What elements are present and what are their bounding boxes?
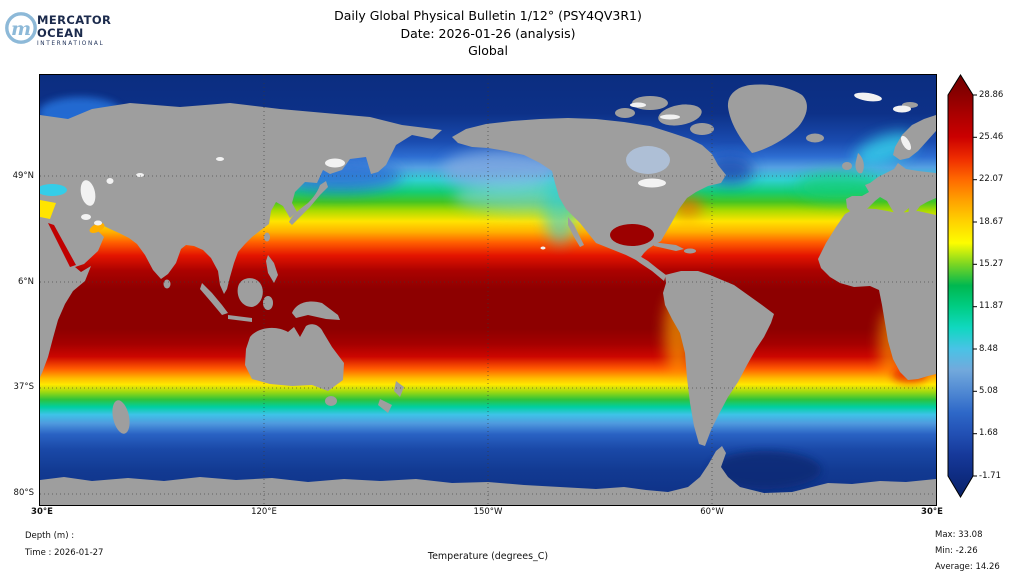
lat-tick-49N: 49°N [12,171,34,181]
colorbar-tick-label-4: 15.27 [979,258,1004,269]
borneo [237,278,263,307]
barents-ice [893,105,911,113]
colorbar-tick-label-1: 25.46 [979,131,1004,142]
greenland [727,84,807,153]
lake-ladoga [81,214,91,220]
colorbar-tick-label-0: 28.86 [979,89,1004,100]
map-frame [39,74,937,506]
stat-max: Max: 33.08 [935,530,983,540]
red-sea [48,223,76,267]
arctic-island-3 [690,123,714,135]
stat-average: Average: 14.26 [935,562,1000,572]
iceland [806,133,824,143]
colorbar-tick-label-7: 5.08 [979,385,998,396]
hispaniola [684,248,696,254]
lat-tick-80S: 80°S [13,488,34,498]
figure-date-line: Date: 2026-01-26 (analysis) [400,25,576,41]
world-sst-map [40,75,936,505]
figure-title-block: Daily Global Physical Bulletin 1/12° (PS… [40,7,936,60]
new-guinea [292,301,340,320]
logo-monogram: m [11,18,31,40]
black-sea [40,184,67,196]
hudson-bay [626,146,670,174]
greenland-sea-ice [854,92,882,102]
lon-tick-30E-left: 30°E [31,507,53,517]
madagascar [112,400,130,434]
arctic-island-1 [658,104,702,126]
central-america [626,249,666,281]
colorbar-tick-marks [973,94,977,477]
lake-balkhash [136,173,144,177]
ireland [842,162,852,170]
time-label: Time : 2026-01-27 [25,548,104,558]
antarctica [40,446,936,505]
australia [245,324,344,391]
arctic-island-4 [615,108,635,118]
continent-africa-west [818,208,936,380]
continent-eurasia-africa-east [40,103,442,377]
arctic-ice-lead-1 [660,114,680,120]
philippines [266,255,278,283]
lon-tick-120E: 120°E [251,507,277,517]
colorbar-tick-label-5: 11.87 [979,301,1004,312]
gulf-of-bothnia-ice [900,135,912,151]
sumatra [200,283,228,315]
continent-europe-mainland [846,163,936,219]
figure-region-line: Global [468,43,508,58]
colorbar-tick-label-2: 22.07 [979,174,1004,185]
java [228,315,252,322]
lat-tick-37S: 37°S [13,382,34,392]
continents [40,84,936,446]
japan [289,181,328,225]
mercator-ocean-logo-text: MERCATOR OCEAN INTERNATIONAL [37,13,112,48]
lon-tick-30E-right: 30°E [921,507,943,517]
logo-circle [5,12,37,44]
lake-onega [94,220,102,226]
caspian-sea [80,180,96,206]
lat-tick-6N: 6°N [17,277,34,287]
lake-baikal [216,157,224,161]
gridlines [40,75,936,505]
aral-sea [106,178,114,184]
colorbar-gradient-bar [947,74,974,498]
depth-label: Depth (m) : [25,531,75,541]
stat-min: Min: -2.26 [935,546,978,556]
continent-south-america [663,271,774,446]
ice-and-lakes [81,92,912,250]
mercator-ocean-logo-icon: m [5,12,37,44]
east-mediterranean [40,200,56,219]
logo-line-international: INTERNATIONAL [37,41,105,47]
lon-tick-150W: 150°W [473,507,503,517]
logo-line-ocean: OCEAN [37,25,84,40]
novaya-zemlya [158,115,198,137]
taiwan [264,232,270,242]
new-zealand-north [394,381,404,397]
great-britain [855,153,864,174]
sri-lanka [163,279,171,289]
lon-tick-60W: 60°W [700,507,724,517]
cuba [652,242,684,251]
temperature-colorbar [947,74,977,498]
new-zealand-south [378,399,392,413]
figure-title: Daily Global Physical Bulletin 1/12° (PS… [334,8,642,23]
arctic-ice-lead-2 [630,102,646,108]
continent-europe-scandinavia [893,115,936,160]
persian-gulf [89,223,105,233]
gulf-of-mexico [610,224,654,246]
marginal-seas [40,146,670,267]
colorbar-tick-label-9: -1.71 [979,470,1001,481]
colorbar-tick-label-3: 18.67 [979,216,1004,227]
colorbar-tick-label-8: 1.68 [979,428,998,439]
variable-label: Temperature (degrees_C) [427,551,549,562]
colorbar-tick-label-6: 8.48 [979,343,998,354]
hawaii [540,246,546,250]
sulawesi [263,296,273,310]
tasmania [325,396,337,406]
okhotsk-ice [325,158,345,168]
great-lakes [638,178,666,188]
baja-california [568,217,584,247]
logo-line-mercator: MERCATOR [37,13,112,27]
